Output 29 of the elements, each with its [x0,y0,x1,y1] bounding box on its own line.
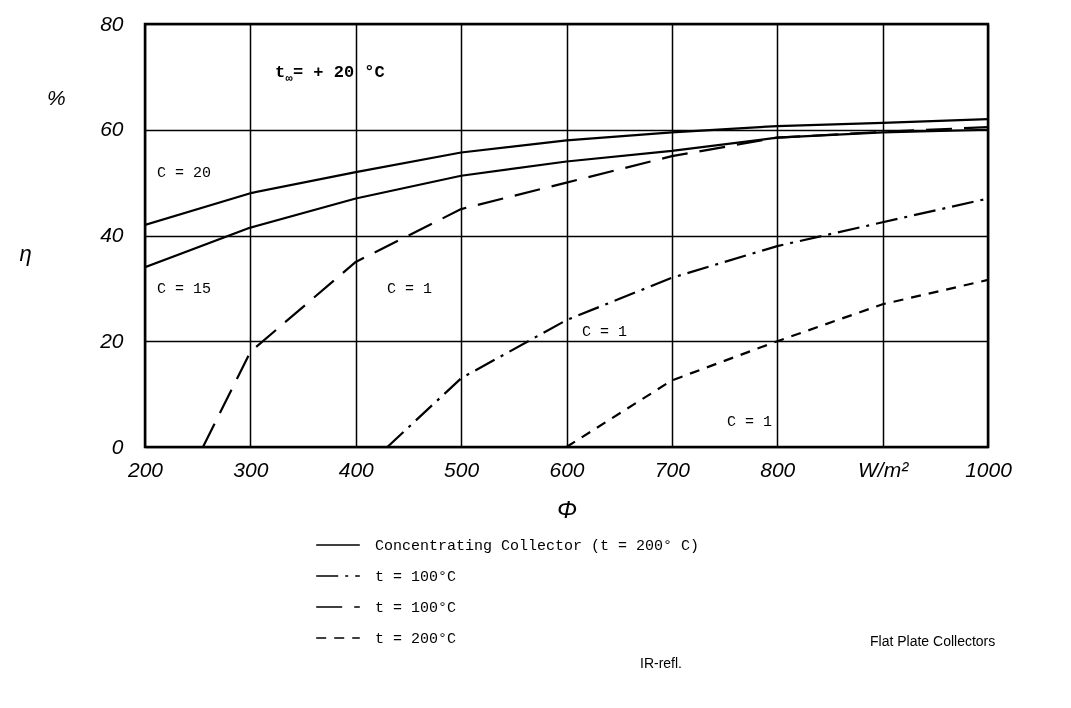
annotation: C = 1 [387,281,433,298]
x-tick-label: 1000 [965,457,1013,481]
annotation: C = 15 [157,281,212,298]
text: Flat Plate Collectors [870,633,996,649]
x-tick-label: 600 [549,457,585,481]
annotation: C = 1 [582,324,628,341]
annotation: t∞= + 20 °C [275,63,385,86]
x-tick-label: 800 [760,457,796,481]
y-tick-label: 20 [99,328,124,352]
y-tick-label: 0 [111,434,124,458]
x-axis-title: Φ [556,495,578,523]
legend-label: t = 200°C [375,631,457,648]
x-tick-label: 700 [654,457,691,481]
x-tick-label: 400 [338,457,375,481]
x-tick-label: 300 [233,457,269,481]
legend-label: t = 100°C [375,569,457,586]
y-tick-label: 40 [100,223,124,246]
x-tick-label: 500 [444,457,480,481]
y-axis-title: η [19,241,32,266]
text: IR-refl. [640,655,682,671]
y-tick-label: 60 [100,117,124,141]
annotation: C = 20 [157,165,212,182]
x-tick-label: 200 [126,457,164,481]
legend-label: Concentrating Collector (t = 200° C) [375,538,700,555]
y-tick-label: 80 [100,11,124,35]
x-tick-label: W/m² [858,457,910,481]
text: % [47,86,66,109]
legend-label: t = 100°C [375,600,457,617]
annotation: C = 1 [727,414,773,431]
